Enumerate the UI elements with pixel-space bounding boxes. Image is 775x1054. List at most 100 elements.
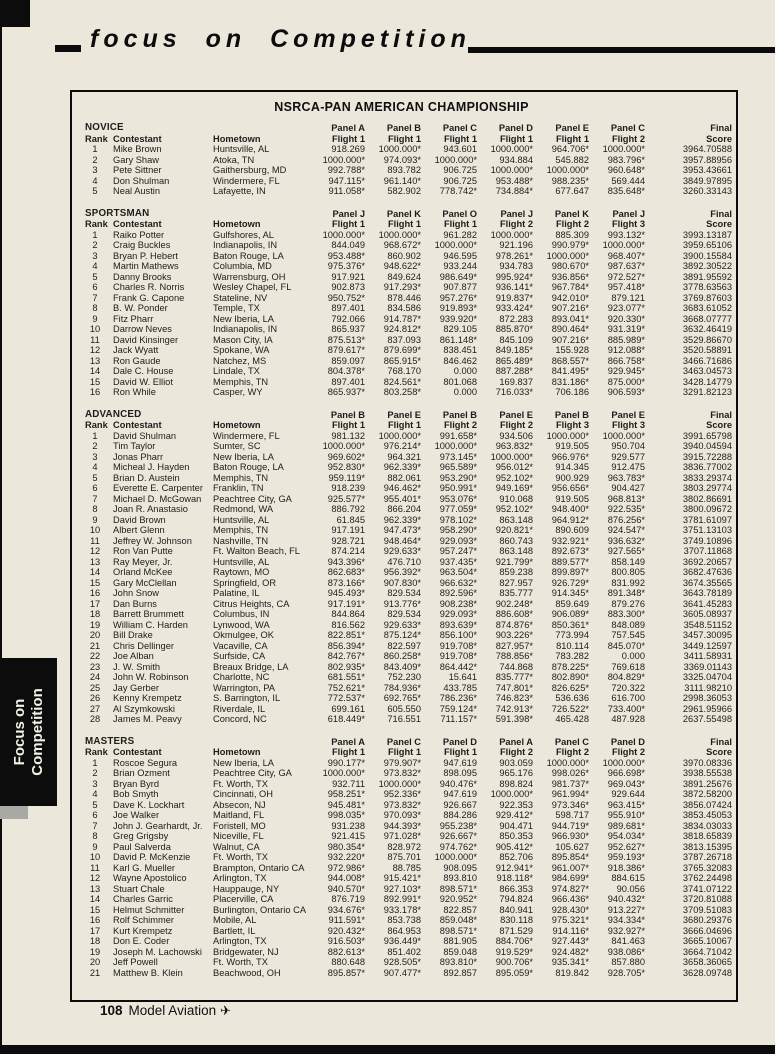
score-cell: 957.276* bbox=[439, 292, 477, 303]
hometown-header-spacer bbox=[213, 737, 311, 748]
score-cell: 720.322 bbox=[611, 682, 645, 693]
score-cell: 677.647 bbox=[555, 186, 589, 196]
rank-cell: 3 bbox=[92, 451, 98, 462]
final-score-cell: 3813.15395 bbox=[682, 841, 732, 852]
hometown-header-spacer bbox=[213, 123, 311, 134]
contestant-cell: Tim Taylor bbox=[113, 441, 156, 451]
contestant-cell: Ray Meyer, Jr. bbox=[113, 556, 173, 567]
final-header: Final bbox=[710, 409, 732, 420]
score-cell: 1000.000* bbox=[322, 154, 365, 165]
score-cell: 928.705* bbox=[607, 967, 645, 978]
contestant-cell: Orland McKee bbox=[113, 567, 173, 577]
score-cell: 923.077* bbox=[607, 303, 645, 313]
score-cell: 831.186* bbox=[551, 376, 589, 387]
hometown-header: Hometown bbox=[213, 219, 261, 229]
score-cell: 837.093 bbox=[387, 334, 421, 345]
score-cell: 786.236* bbox=[439, 693, 477, 703]
score-cell: 827.957* bbox=[495, 640, 533, 651]
score-cell: 898.824 bbox=[499, 778, 533, 789]
final-score-cell: 3872.58200 bbox=[682, 789, 732, 799]
final-score-cell: 3836.77002 bbox=[682, 462, 732, 472]
rank-cell: 2 bbox=[92, 154, 98, 165]
score-cell: 1000.000* bbox=[322, 229, 365, 240]
final-score-cell: 3959.65106 bbox=[682, 240, 732, 250]
final-score-cell: 3741.07122 bbox=[682, 883, 732, 894]
score-cell: 784.936* bbox=[383, 682, 421, 693]
score-cell: 952.102* bbox=[495, 472, 533, 483]
score-cell: 804.829* bbox=[607, 672, 645, 682]
rank-cell: 7 bbox=[92, 493, 98, 504]
final-score-cell: 3291.82123 bbox=[682, 387, 732, 397]
hometown-cell: Natchez, MS bbox=[213, 355, 267, 366]
score-cell: 917.191* bbox=[327, 598, 365, 609]
score-cell: 859.097 bbox=[331, 355, 365, 366]
score-cell: 905.412* bbox=[495, 841, 533, 852]
hometown-cell: Huntsville, AL bbox=[213, 514, 270, 525]
score-cell: 860.743 bbox=[499, 535, 533, 546]
score-cell: 895.059* bbox=[495, 967, 533, 978]
score-cell: 954.034* bbox=[607, 831, 645, 841]
flight-header: Flight 1 bbox=[331, 420, 365, 430]
score-cell: 906.089* bbox=[551, 609, 589, 619]
score-cell: 1000.000* bbox=[602, 240, 645, 250]
score-cell: 878.225* bbox=[551, 661, 589, 672]
score-cell: 955.910* bbox=[607, 810, 645, 820]
table-row: 10 Albert Glenn Memphis, TN 917.191 947.473*… bbox=[85, 525, 734, 536]
score-cell: 969.043* bbox=[607, 778, 645, 789]
table-row: 1 Raiko Potter Gulfshores, AL 1000.000* 1000… bbox=[85, 230, 734, 241]
hometown-cell: Franklin, TN bbox=[213, 483, 264, 493]
contestant-cell: Dave K. Lockhart bbox=[113, 799, 185, 810]
score-cell: 716.033* bbox=[495, 387, 533, 397]
contestant-header: Contestant bbox=[113, 219, 162, 229]
rank-cell: 17 bbox=[89, 598, 101, 609]
panel-header: Panel D bbox=[442, 736, 477, 747]
table-row: 12 Jack Wyatt Spokane, WA 879.617* 879.699* 8… bbox=[85, 345, 734, 356]
table-row: 9 Paul Salverda Walnut, CA 980.354* 828.972 9… bbox=[85, 842, 734, 853]
score-cell: 921.196 bbox=[499, 240, 533, 250]
contestant-cell: Joe Alban bbox=[113, 651, 154, 661]
final-score-cell: 3915.72288 bbox=[682, 451, 732, 462]
table-row: 3 Pete Sittner Gaithersburg, MD 992.788* 893… bbox=[85, 165, 734, 176]
final-score-cell: 3658.36065 bbox=[682, 957, 732, 967]
score-cell: 897.401 bbox=[331, 303, 365, 313]
final-score-cell: 3411.58931 bbox=[683, 651, 732, 661]
panel-header: Panel J bbox=[332, 208, 365, 219]
panel-header: Panel E bbox=[387, 409, 421, 420]
contestant-header: Contestant bbox=[113, 420, 162, 430]
score-cell: 802.935* bbox=[327, 661, 365, 672]
side-tab: Focus on Competition bbox=[0, 658, 57, 806]
score-cell: 916.503* bbox=[327, 936, 365, 946]
hometown-cell: Foristell, MO bbox=[213, 820, 266, 831]
score-cell: 998.026* bbox=[551, 768, 589, 778]
hometown-cell: Placerville, CA bbox=[213, 894, 274, 904]
score-cell: 598.717 bbox=[555, 810, 589, 820]
panel-header: Panel E bbox=[499, 409, 533, 420]
score-cell: 864.953 bbox=[387, 925, 421, 936]
score-cell: 948.622* bbox=[383, 261, 421, 271]
score-cell: 1000.000* bbox=[602, 430, 645, 441]
hometown-header: Hometown bbox=[213, 747, 261, 757]
score-cell: 943.396* bbox=[327, 556, 365, 567]
panel-header: Panel K bbox=[386, 208, 421, 219]
score-cell: 885.309 bbox=[555, 229, 589, 240]
score-cell: 873.166* bbox=[327, 577, 365, 588]
contestant-cell: Bill Drake bbox=[113, 630, 153, 640]
score-cell: 1000.000* bbox=[546, 757, 589, 768]
table-row: 17 Kurt Krempetz Bartlett, IL 920.432* 864.9… bbox=[85, 926, 734, 937]
table-row: 8 B. W. Ponder Temple, TX 897.401 834.586 919… bbox=[85, 303, 734, 314]
score-cell: 964.321 bbox=[387, 451, 421, 462]
table-row: 13 Ray Meyer, Jr. Huntsville, AL 943.396* 47… bbox=[85, 557, 734, 568]
panel-header: Panel A bbox=[331, 736, 365, 747]
table-row: 1 Roscoe Segura New Iberia, LA 990.177* 979.… bbox=[85, 758, 734, 769]
final-score-cell: 3643.78189 bbox=[682, 588, 732, 598]
rank-cell: 16 bbox=[89, 915, 101, 925]
score-cell: 890.464* bbox=[551, 324, 589, 334]
score-cell: 961.007* bbox=[551, 862, 589, 873]
score-cell: 829.534 bbox=[387, 588, 421, 598]
contestant-cell: John Snow bbox=[113, 588, 159, 598]
score-cell: 900.929 bbox=[555, 472, 589, 483]
table-row: 18 Barrett Brummett Columbus, IN 844.864 829… bbox=[85, 609, 734, 620]
final-score-cell: 3428.14779 bbox=[682, 376, 732, 387]
flight-header: Flight 3 bbox=[611, 219, 645, 229]
